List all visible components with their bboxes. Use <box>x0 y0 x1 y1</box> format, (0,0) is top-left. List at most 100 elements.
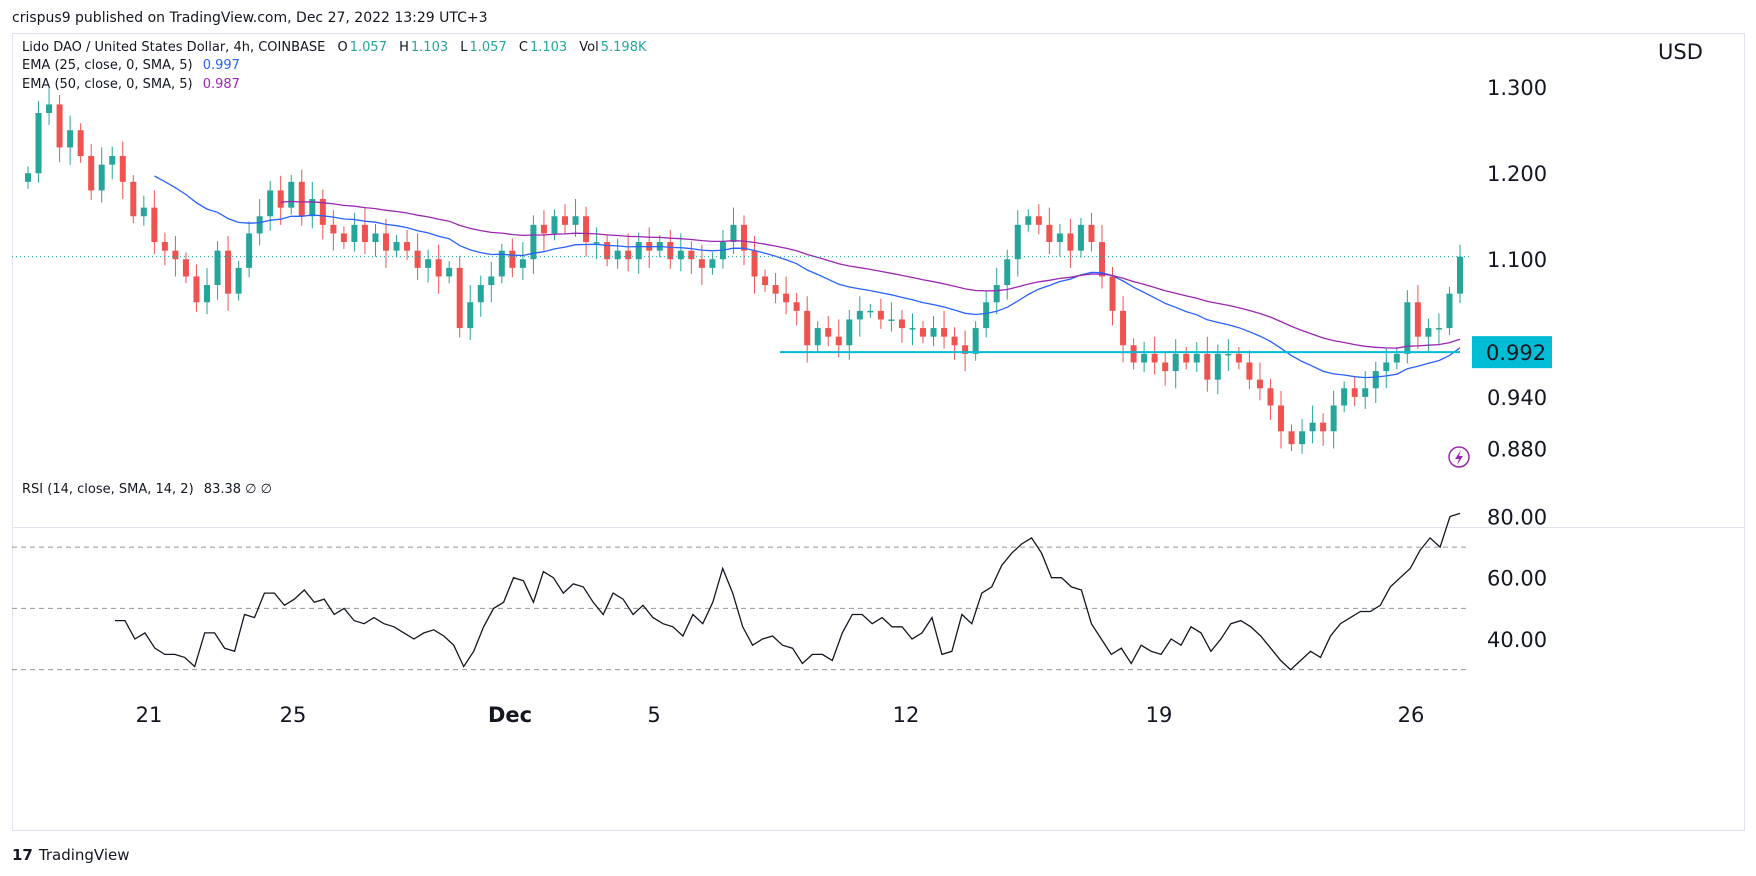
price-axis-tick: 0.880 <box>1487 437 1547 461</box>
price-axis-tick: 0.940 <box>1487 386 1547 410</box>
candle-body <box>383 233 389 251</box>
low-label: L <box>460 40 468 55</box>
chart-frame[interactable] <box>12 33 1745 831</box>
candle-body <box>667 242 674 260</box>
candle-body <box>182 259 189 277</box>
ema50-legend[interactable]: EMA (50, close, 0, SMA, 5) 0.987 <box>22 77 240 92</box>
candle-body <box>877 310 884 320</box>
candle-body <box>1256 379 1263 389</box>
candle-body <box>783 293 790 303</box>
candle-body <box>540 224 547 234</box>
candle-body <box>1267 388 1274 406</box>
candle-body <box>867 310 874 313</box>
candle-body <box>1025 216 1032 225</box>
candle-body <box>277 190 284 208</box>
publisher-info: crispus9 published on TradingView.com, D… <box>12 10 488 26</box>
ema50-value: 0.987 <box>202 77 240 92</box>
candle-body <box>962 345 969 354</box>
candle-body <box>835 336 842 346</box>
candle-body <box>1014 224 1021 260</box>
candle-body <box>1183 353 1190 363</box>
candle-body <box>1077 224 1084 251</box>
candle-body <box>1088 224 1095 243</box>
candle-body <box>1214 353 1221 380</box>
candle-body <box>909 328 916 330</box>
candle-body <box>1425 328 1432 337</box>
candle-body <box>941 328 948 337</box>
candle-body <box>351 224 358 243</box>
candle-body <box>530 224 537 260</box>
candle-body <box>551 216 558 234</box>
candle-body <box>583 216 590 243</box>
candle-body <box>309 199 316 217</box>
candle-body <box>1414 302 1421 337</box>
candle-body <box>498 250 505 277</box>
candle-body <box>698 259 705 268</box>
brand-name: TradingView <box>38 846 130 864</box>
candle-body <box>972 328 979 354</box>
lightning-bolt-icon <box>1455 450 1463 465</box>
rsi-legend[interactable]: RSI (14, close, SMA, 14, 2) 83.38 ∅ ∅ <box>22 482 272 497</box>
candle-body <box>920 328 926 337</box>
candle-body <box>1309 422 1316 432</box>
candle-body <box>1193 353 1200 363</box>
tradingview-footer[interactable]: 17 TradingView <box>12 846 130 864</box>
candle-body <box>688 250 695 260</box>
candle-body <box>993 285 1000 303</box>
candle-body <box>1151 353 1158 363</box>
candle-body <box>1362 388 1369 397</box>
rsi-value: 83.38 ∅ ∅ <box>203 482 272 497</box>
candle-body <box>1341 388 1348 406</box>
candle-body <box>888 319 895 321</box>
symbol-title[interactable]: Lido DAO / United States Dollar, 4h, COI… <box>22 40 326 55</box>
time-axis-tick: Dec <box>488 703 532 727</box>
ema25-line <box>154 175 1461 379</box>
candle-body <box>235 267 242 294</box>
candle-body <box>635 242 642 260</box>
tradingview-logo-icon: 17 <box>12 846 33 864</box>
candle-body <box>1299 431 1306 445</box>
candle-body <box>562 216 568 225</box>
close-label: C <box>518 40 528 55</box>
candle-body <box>593 242 600 244</box>
candle-body <box>1035 216 1042 225</box>
candle-body <box>1393 353 1400 363</box>
candle-body <box>172 250 179 260</box>
candle-body <box>1435 328 1442 330</box>
high-label: H <box>399 40 409 55</box>
candle-body <box>77 130 84 157</box>
ema25-legend[interactable]: EMA (25, close, 0, SMA, 5) 0.997 <box>22 58 240 73</box>
candle-body <box>98 164 105 191</box>
candle-body <box>625 250 632 260</box>
candle-body <box>614 250 621 260</box>
candle-body <box>856 310 863 320</box>
candle-body <box>709 259 716 268</box>
ema50-label: EMA (50, close, 0, SMA, 5) <box>22 77 193 92</box>
candle-body <box>741 224 747 251</box>
candle-body <box>467 302 474 329</box>
candle-body <box>1457 256 1463 294</box>
price-axis-tick: 1.300 <box>1487 76 1547 100</box>
high-value: 1.103 <box>410 40 449 55</box>
candle-body <box>330 224 337 234</box>
candle-body <box>340 233 347 243</box>
rsi-axis-tick: 80.00 <box>1487 505 1547 529</box>
candle-body <box>361 224 368 243</box>
ema50-line <box>280 200 1461 349</box>
publish-header: crispus9 published on TradingView.com, D… <box>0 0 1756 40</box>
candle-body <box>140 207 147 217</box>
time-axis-tick: 19 <box>1146 703 1173 727</box>
volume-value: 5.198K <box>600 40 647 55</box>
volume-label: Vol <box>579 40 599 55</box>
pane-divider[interactable] <box>12 527 1745 528</box>
candle-body <box>677 250 684 260</box>
candle-body <box>804 310 811 346</box>
candle-body <box>572 216 579 225</box>
candles-group <box>25 87 1463 454</box>
time-axis-tick: 26 <box>1398 703 1425 727</box>
lightning-icon <box>1448 446 1470 468</box>
support-price-tag <box>1472 336 1552 369</box>
currency-label[interactable]: USD <box>1658 40 1703 64</box>
price-axis-tick: 1.200 <box>1487 162 1547 186</box>
